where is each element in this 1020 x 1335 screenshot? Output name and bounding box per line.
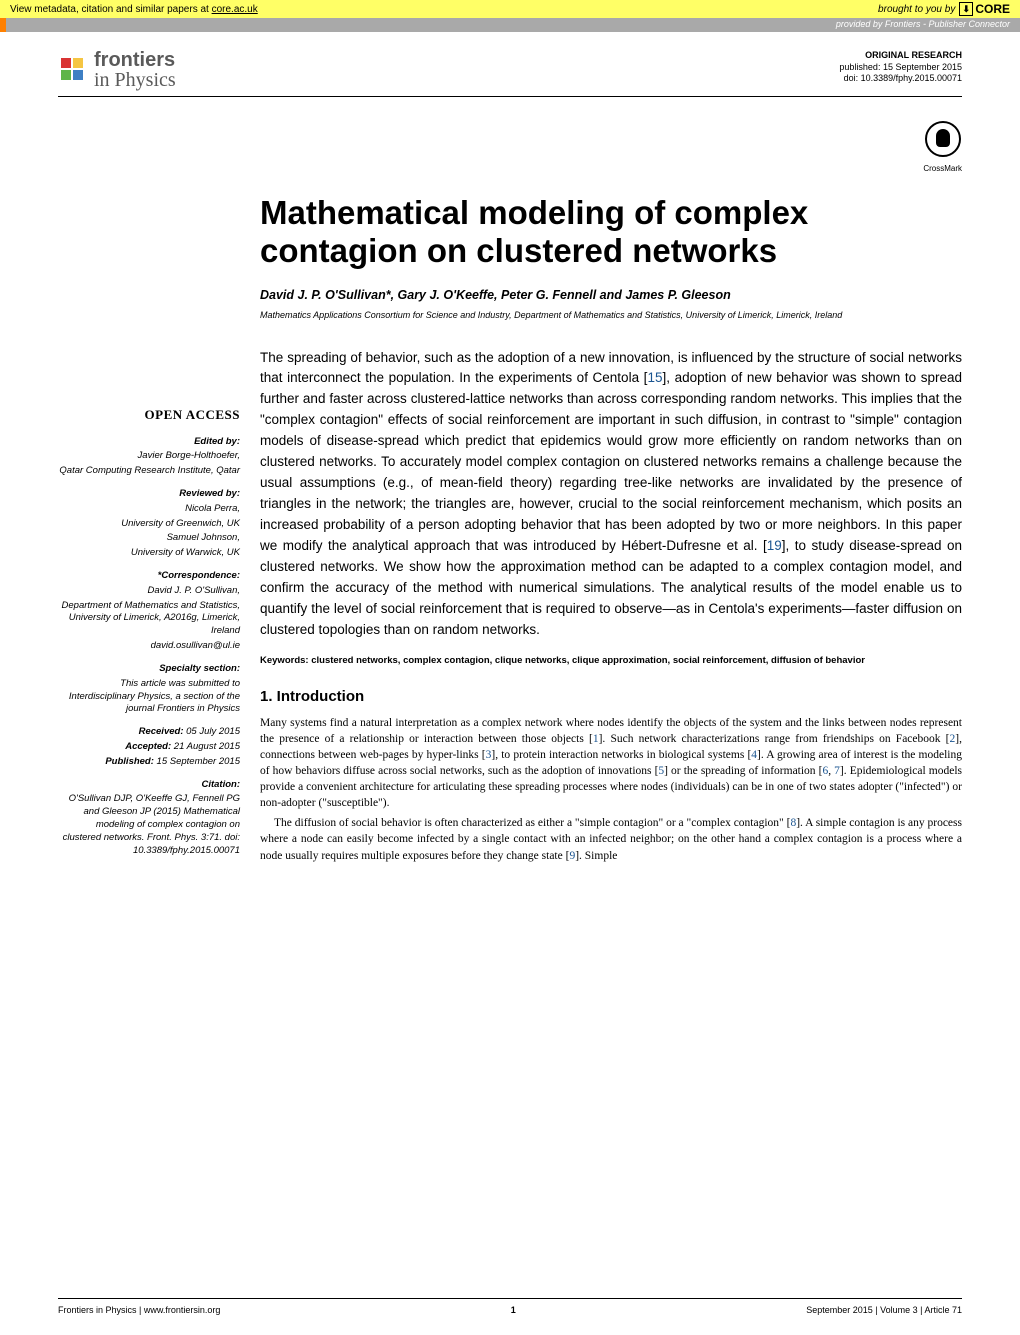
sidebar: OPEN ACCESS Edited by: Javier Borge-Holt… bbox=[58, 194, 240, 868]
introduction-body: Many systems find a natural interpretati… bbox=[260, 715, 962, 864]
accepted-date: 21 August 2015 bbox=[171, 741, 240, 752]
provided-bar: provided by Frontiers - Publisher Connec… bbox=[0, 18, 1020, 32]
journal-text: frontiers in Physics bbox=[94, 50, 176, 90]
page-footer: Frontiers in Physics | www.frontiersin.o… bbox=[58, 1298, 962, 1315]
published-label: Published: bbox=[105, 756, 154, 767]
accepted-label: Accepted: bbox=[125, 741, 171, 752]
journal-logo[interactable]: frontiers in Physics bbox=[58, 50, 176, 90]
page-content: frontiers in Physics ORIGINAL RESEARCH p… bbox=[0, 32, 1020, 868]
crossmark-label: CrossMark bbox=[923, 164, 962, 173]
editor-name: Javier Borge-Holthoefer, bbox=[58, 450, 240, 463]
received-row: Received: 05 July 2015 bbox=[58, 726, 240, 739]
affiliation-text: Mathematics Applications Consortium for … bbox=[260, 310, 962, 322]
cite-8[interactable]: 8 bbox=[790, 817, 796, 829]
cite-9[interactable]: 9 bbox=[569, 850, 575, 862]
brought-by-text: brought to you by bbox=[878, 4, 955, 15]
cite-5[interactable]: 5 bbox=[658, 765, 664, 777]
reviewer1-name: Nicola Perra, bbox=[58, 503, 240, 516]
keywords-label: Keywords: bbox=[260, 655, 311, 666]
doi-link[interactable]: doi: 10.3389/fphy.2015.00071 bbox=[839, 73, 962, 85]
authors-list: David J. P. O'Sullivan*, Gary J. O'Keeff… bbox=[260, 288, 962, 302]
journal-name-top: frontiers bbox=[94, 50, 176, 70]
core-brand: CORE bbox=[975, 2, 1010, 16]
cite-1[interactable]: 1 bbox=[593, 733, 599, 745]
published-row: Published: 15 September 2015 bbox=[58, 756, 240, 769]
article-title: Mathematical modeling of complex contagi… bbox=[260, 194, 962, 270]
sidebar-published-date: 15 September 2015 bbox=[154, 756, 240, 767]
keywords-text: clustered networks, complex contagion, c… bbox=[311, 655, 865, 666]
intro-para-2: The diffusion of social behavior is ofte… bbox=[260, 815, 962, 863]
page-number: 1 bbox=[511, 1305, 516, 1315]
footer-right: September 2015 | Volume 3 | Article 71 bbox=[806, 1305, 962, 1315]
metadata-prefix: View metadata, citation and similar pape… bbox=[10, 4, 212, 15]
abstract-part2: ], adoption of new behavior was shown to… bbox=[260, 370, 962, 552]
corr-name: David J. P. O'Sullivan, bbox=[58, 585, 240, 598]
abstract-cite-15[interactable]: 15 bbox=[647, 370, 662, 385]
cite-4[interactable]: 4 bbox=[751, 749, 757, 761]
received-label: Received: bbox=[139, 726, 184, 737]
journal-name-bottom: in Physics bbox=[94, 70, 176, 90]
received-date: 05 July 2015 bbox=[183, 726, 240, 737]
edited-by-label: Edited by: bbox=[58, 436, 240, 449]
reviewer1-affiliation: University of Greenwich, UK bbox=[58, 518, 240, 531]
abstract: The spreading of behavior, such as the a… bbox=[260, 348, 962, 641]
footer-left[interactable]: Frontiers in Physics | www.frontiersin.o… bbox=[58, 1305, 220, 1315]
core-logo[interactable]: ⬇ CORE bbox=[959, 2, 1010, 16]
cite-7[interactable]: 7 bbox=[834, 765, 840, 777]
reviewer2-name: Samuel Johnson, bbox=[58, 532, 240, 545]
reviewer2-affiliation: University of Warwick, UK bbox=[58, 547, 240, 560]
corr-affiliation: Department of Mathematics and Statistics… bbox=[58, 600, 240, 638]
introduction-heading: 1. Introduction bbox=[260, 688, 962, 705]
metadata-banner: View metadata, citation and similar pape… bbox=[0, 0, 1020, 18]
abstract-cite-19[interactable]: 19 bbox=[767, 538, 782, 553]
specialty-text: This article was submitted to Interdisci… bbox=[58, 678, 240, 716]
main-columns: OPEN ACCESS Edited by: Javier Borge-Holt… bbox=[58, 194, 962, 868]
cite-6[interactable]: 6 bbox=[822, 765, 828, 777]
specialty-label: Specialty section: bbox=[58, 663, 240, 676]
header-row: frontiers in Physics ORIGINAL RESEARCH p… bbox=[58, 50, 962, 97]
keywords: Keywords: clustered networks, complex co… bbox=[260, 654, 962, 667]
correspondence-label: *Correspondence: bbox=[58, 570, 240, 583]
corr-email[interactable]: david.osullivan@ul.ie bbox=[58, 640, 240, 653]
editor-affiliation: Qatar Computing Research Institute, Qata… bbox=[58, 465, 240, 478]
header-meta: ORIGINAL RESEARCH published: 15 Septembe… bbox=[839, 50, 962, 85]
reviewed-by-label: Reviewed by: bbox=[58, 488, 240, 501]
main-column: Mathematical modeling of complex contagi… bbox=[260, 194, 962, 868]
crossmark-container[interactable]: CrossMark bbox=[58, 121, 962, 176]
published-date: published: 15 September 2015 bbox=[839, 62, 962, 74]
citation-label: Citation: bbox=[58, 779, 240, 792]
intro-para-1: Many systems find a natural interpretati… bbox=[260, 715, 962, 812]
core-icon: ⬇ bbox=[959, 2, 973, 16]
metadata-link[interactable]: core.ac.uk bbox=[212, 4, 258, 15]
cite-2[interactable]: 2 bbox=[950, 733, 956, 745]
provided-text: provided by Frontiers - Publisher Connec… bbox=[836, 19, 1010, 29]
frontiers-icon bbox=[58, 55, 88, 85]
citation-text: O'Sullivan DJP, O'Keeffe GJ, Fennell PG … bbox=[58, 793, 240, 857]
crossmark-icon bbox=[925, 121, 961, 157]
accepted-row: Accepted: 21 August 2015 bbox=[58, 741, 240, 754]
cite-3[interactable]: 3 bbox=[486, 749, 492, 761]
metadata-text[interactable]: View metadata, citation and similar pape… bbox=[10, 4, 258, 15]
open-access-label: OPEN ACCESS bbox=[58, 406, 240, 424]
article-category: ORIGINAL RESEARCH bbox=[839, 50, 962, 62]
brought-by: brought to you by ⬇ CORE bbox=[878, 2, 1010, 16]
